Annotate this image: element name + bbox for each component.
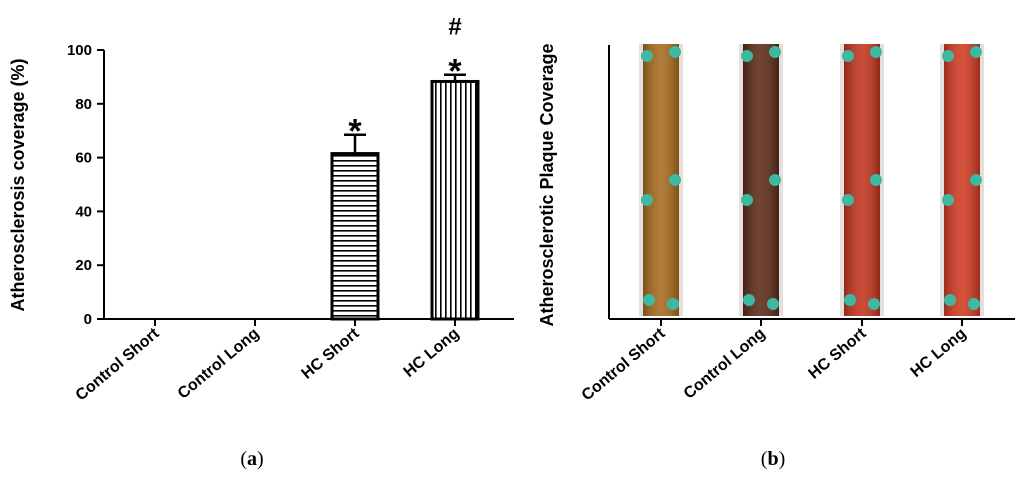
x-tick-labels-a: Control Short Control Long HC Short HC Long — [73, 319, 463, 404]
pin-marker — [968, 298, 980, 310]
panel-label-a: (a) — [240, 448, 263, 470]
y-tick-label: 0 — [84, 311, 92, 328]
x-tick-label: HC Long — [908, 325, 970, 381]
pin-marker — [842, 194, 854, 206]
bar — [330, 152, 380, 321]
pin-marker — [944, 294, 956, 306]
pin-marker — [769, 46, 781, 58]
pin-marker — [769, 174, 781, 186]
pin-marker — [942, 194, 954, 206]
x-tick-label: Control Short — [579, 325, 669, 405]
y-axis-title-a: Atherosclerosis coverage (%) — [8, 58, 28, 311]
y-axis-ticks-a: 0 20 40 60 80 100 — [67, 42, 104, 328]
pin-marker — [643, 294, 655, 306]
pin-marker — [870, 46, 882, 58]
pin-marker — [641, 194, 653, 206]
significance-hash: # — [448, 14, 461, 41]
pin-marker — [669, 46, 681, 58]
pin-marker — [844, 294, 856, 306]
tissue-margin — [739, 44, 743, 316]
panel-label-b: (b) — [761, 448, 785, 470]
image-panel-b: Atherosclerotic Plaque Coverage Control … — [537, 43, 1015, 470]
pin-marker — [669, 174, 681, 186]
tissue-margin — [940, 44, 944, 316]
significance-star: * — [448, 53, 462, 91]
pin-marker — [767, 298, 779, 310]
pin-marker — [868, 298, 880, 310]
y-tick-label: 40 — [75, 203, 92, 220]
pin-marker — [842, 50, 854, 62]
x-tick-label: Control Long — [681, 325, 769, 403]
pin-marker — [870, 174, 882, 186]
bar-chart-panel-a: Atherosclerosis coverage (%) 0 20 40 60 80 10… — [8, 14, 514, 470]
pin-marker — [741, 50, 753, 62]
x-tick-label: HC Short — [806, 325, 871, 383]
y-tick-label: 100 — [67, 42, 92, 59]
y-axis-title-b: Atherosclerotic Plaque Coverage — [537, 43, 557, 326]
tissue-sample-image — [639, 44, 683, 316]
tissue-margin — [639, 44, 643, 316]
pin-marker — [641, 50, 653, 62]
pin-marker — [970, 174, 982, 186]
pin-marker — [667, 298, 679, 310]
tissue-margin — [840, 44, 844, 316]
y-tick-label: 60 — [75, 150, 92, 167]
tissue-sample-image — [840, 44, 884, 316]
tissue-samples-b — [639, 44, 984, 316]
y-tick-label: 80 — [75, 96, 92, 113]
pin-marker — [743, 294, 755, 306]
significance-star: * — [348, 113, 362, 151]
pin-marker — [942, 50, 954, 62]
pin-marker — [741, 194, 753, 206]
x-tick-label: Control Short — [73, 325, 163, 405]
x-tick-labels-b: Control Short Control Long HC Short HC Long — [579, 319, 970, 404]
x-tick-label: Control Long — [175, 325, 263, 403]
bars-a: * * # — [330, 14, 480, 321]
pin-marker — [970, 46, 982, 58]
x-tick-label: HC Long — [401, 325, 463, 381]
tissue-sample-image — [940, 44, 984, 316]
bar — [430, 79, 480, 321]
y-tick-label: 20 — [75, 257, 92, 274]
x-tick-label: HC Short — [299, 325, 364, 383]
tissue-sample-image — [739, 44, 783, 316]
